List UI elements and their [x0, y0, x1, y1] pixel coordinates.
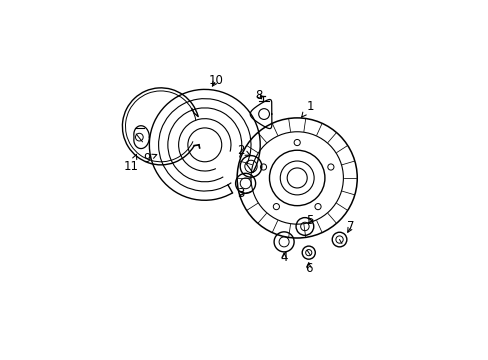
Text: 3: 3 — [237, 187, 244, 200]
Text: 2: 2 — [237, 144, 250, 157]
Text: 11: 11 — [124, 154, 139, 173]
Text: 4: 4 — [280, 251, 287, 264]
Text: 6: 6 — [305, 261, 312, 275]
Text: 5: 5 — [306, 214, 313, 227]
Text: 1: 1 — [301, 100, 313, 117]
Text: 7: 7 — [346, 220, 354, 233]
Text: 10: 10 — [208, 74, 224, 87]
Text: 8: 8 — [254, 89, 262, 102]
Text: 9: 9 — [143, 152, 157, 165]
